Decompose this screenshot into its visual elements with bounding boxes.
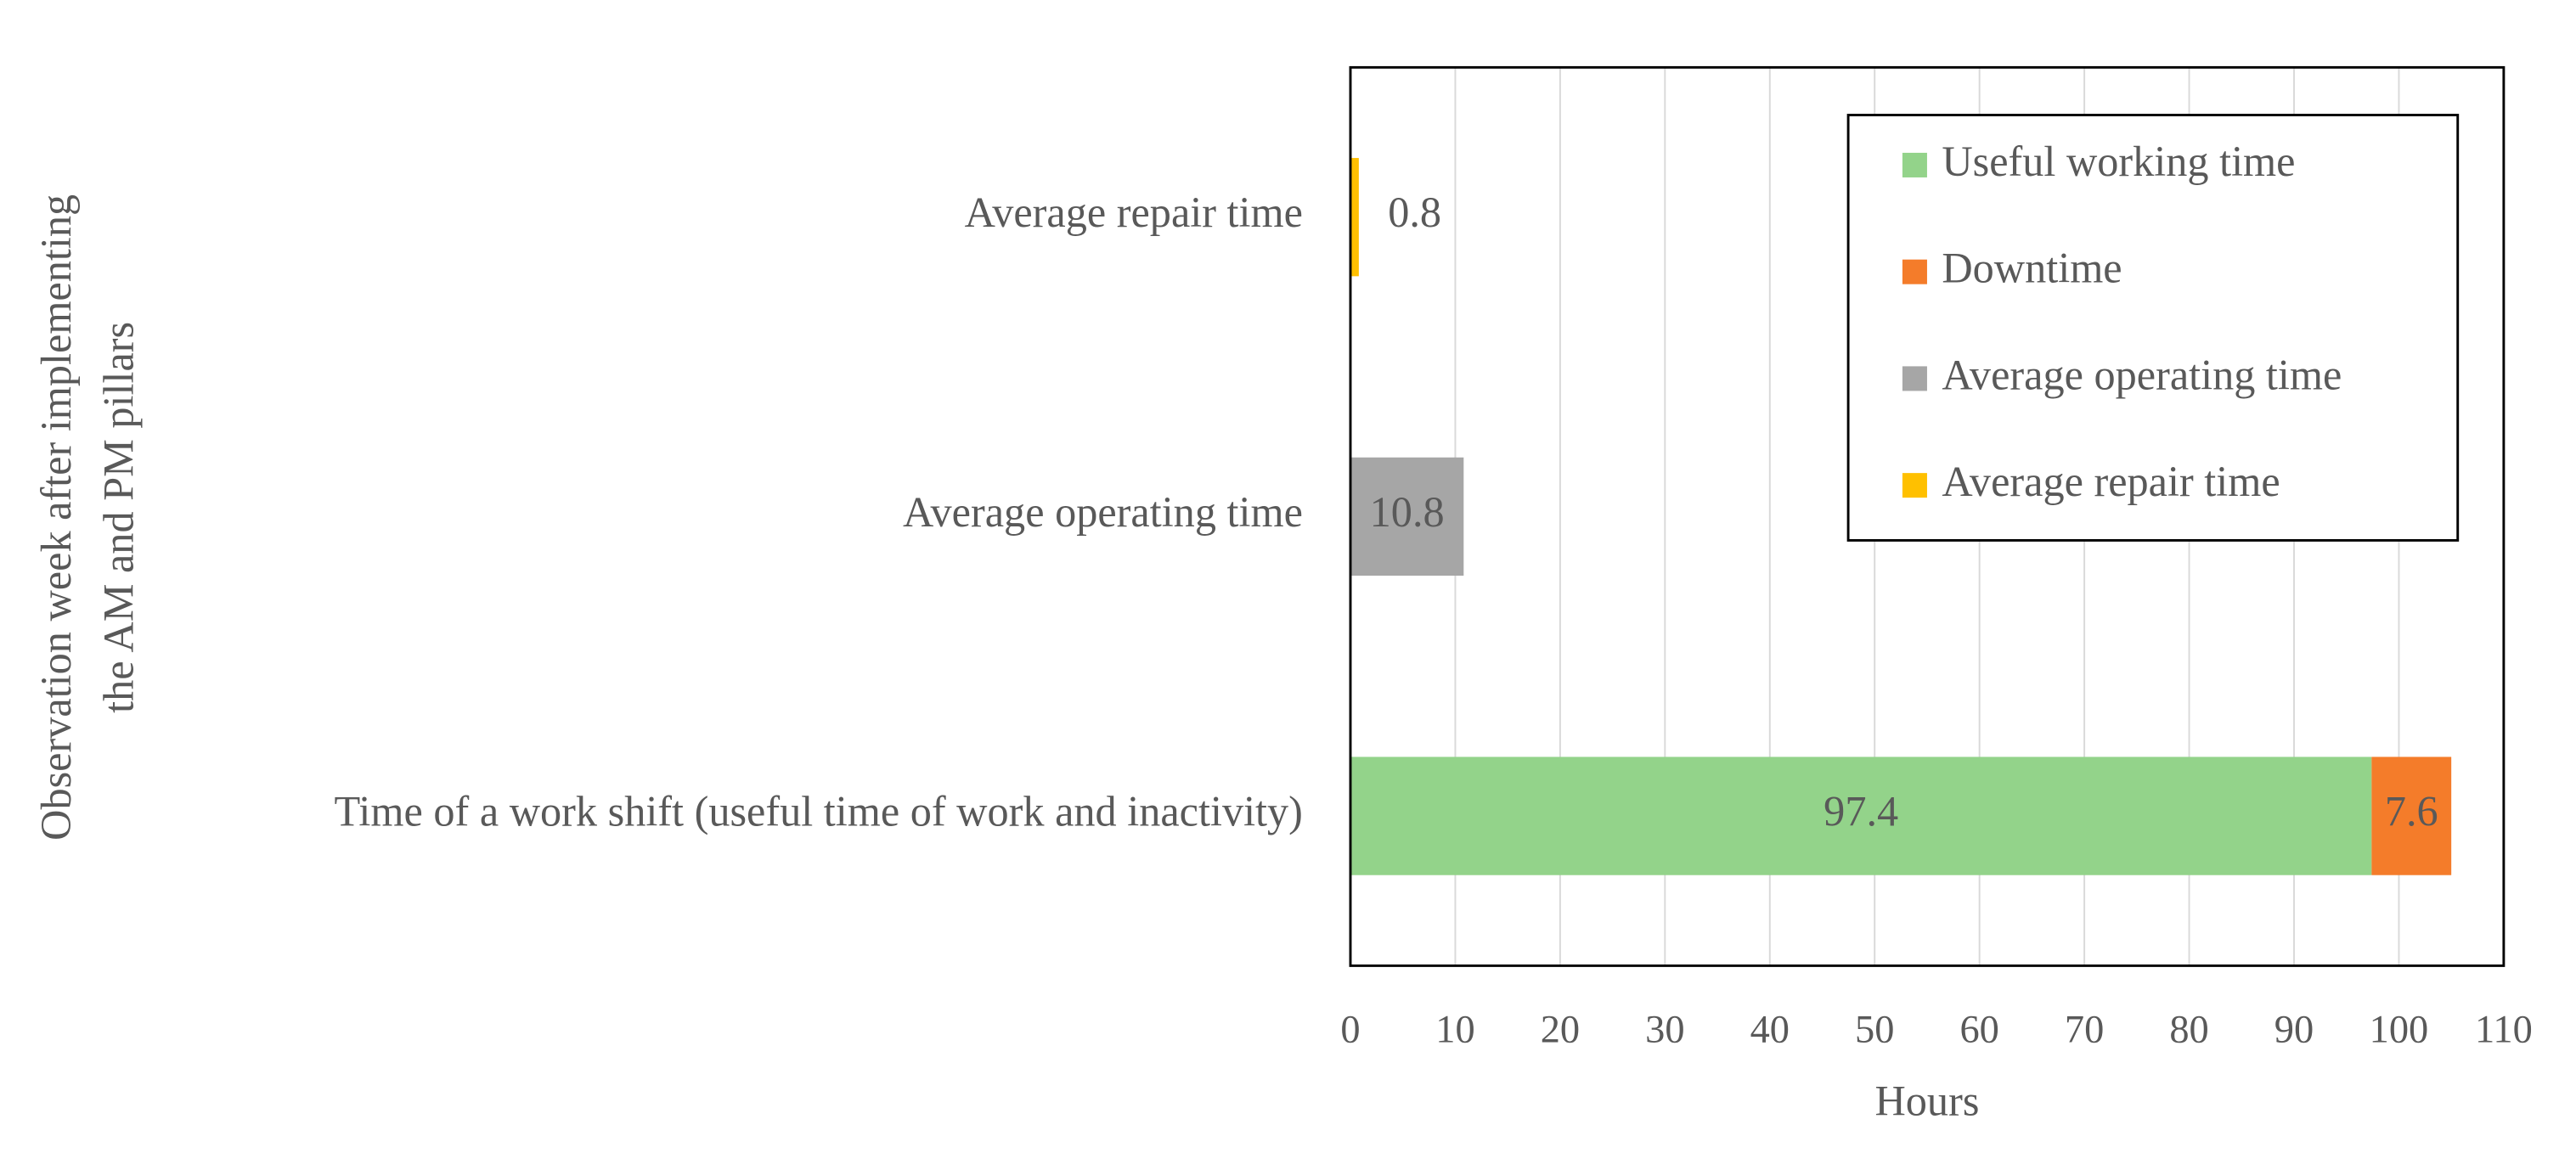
x-tick-label: 90 <box>2274 1008 2314 1051</box>
legend-label: Useful working time <box>1942 138 2295 185</box>
y-tick-label: Average operating time <box>903 488 1303 536</box>
legend: Useful working time Downtime Average opera… <box>1846 114 2460 542</box>
x-tick-label: 110 <box>2475 1008 2533 1051</box>
data-label: 7.6 <box>2385 788 2438 835</box>
x-tick-label: 20 <box>1541 1008 1580 1051</box>
x-tick-label: 40 <box>1750 1008 1790 1051</box>
legend-swatch <box>1902 473 1927 498</box>
legend-label: Downtime <box>1942 245 2122 292</box>
data-label: 10.8 <box>1370 488 1445 536</box>
legend-swatch <box>1902 259 1927 284</box>
x-axis-title: Hours <box>1874 1077 1979 1124</box>
x-tick-label: 30 <box>1645 1008 1684 1051</box>
y-tick-label: Time of a work shift (useful time of wor… <box>334 788 1302 835</box>
y-axis-title-line: Observation week after implementing <box>32 194 80 841</box>
legend-swatch <box>1902 152 1927 177</box>
y-axis-title: Observation week after implementing the … <box>32 194 143 841</box>
x-tick-label: 50 <box>1855 1008 1894 1051</box>
data-label: 0.8 <box>1388 188 1441 236</box>
legend-label: Average operating time <box>1942 351 2342 398</box>
x-tick-label: 60 <box>1959 1008 1998 1051</box>
x-tick-label: 70 <box>2065 1008 2104 1051</box>
x-tick-label: 10 <box>1435 1008 1474 1051</box>
x-tick-label: 100 <box>2370 1008 2429 1051</box>
bar <box>1350 158 1359 277</box>
x-tick-label: 80 <box>2169 1008 2208 1051</box>
data-label: 97.4 <box>1823 788 1898 835</box>
x-tick-label: 0 <box>1340 1008 1360 1051</box>
legend-swatch <box>1902 366 1927 391</box>
bar <box>1350 457 1464 576</box>
y-tick-label: Average repair time <box>965 188 1303 236</box>
legend-label: Average repair time <box>1942 458 2280 505</box>
bar <box>1350 756 2372 875</box>
bar <box>2371 756 2452 875</box>
plot-border <box>1349 65 2506 967</box>
y-axis-title-line: the AM and PM pillars <box>95 322 143 713</box>
legend-box <box>1846 114 2460 542</box>
